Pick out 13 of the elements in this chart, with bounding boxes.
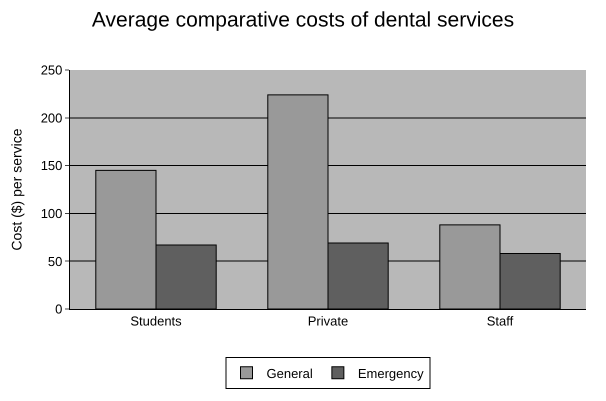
x-tick-label: Students [130, 314, 182, 329]
legend-label: General [266, 366, 313, 381]
y-tick-label: 150 [40, 158, 62, 174]
chart-title: Average comparative costs of dental services [92, 8, 514, 32]
x-tick-label: Staff [486, 314, 514, 329]
y-tick-label: 0 [55, 302, 62, 317]
legend-label: Emergency [358, 366, 424, 381]
y-tick-label: 100 [40, 206, 62, 221]
y-axis-title: Cost ($) per service [8, 128, 24, 251]
y-tick-label: 50 [48, 254, 62, 269]
y-tick-label: 200 [40, 110, 62, 126]
x-tick-label: Private [308, 314, 348, 329]
y-tick-label: 250 [40, 62, 62, 78]
